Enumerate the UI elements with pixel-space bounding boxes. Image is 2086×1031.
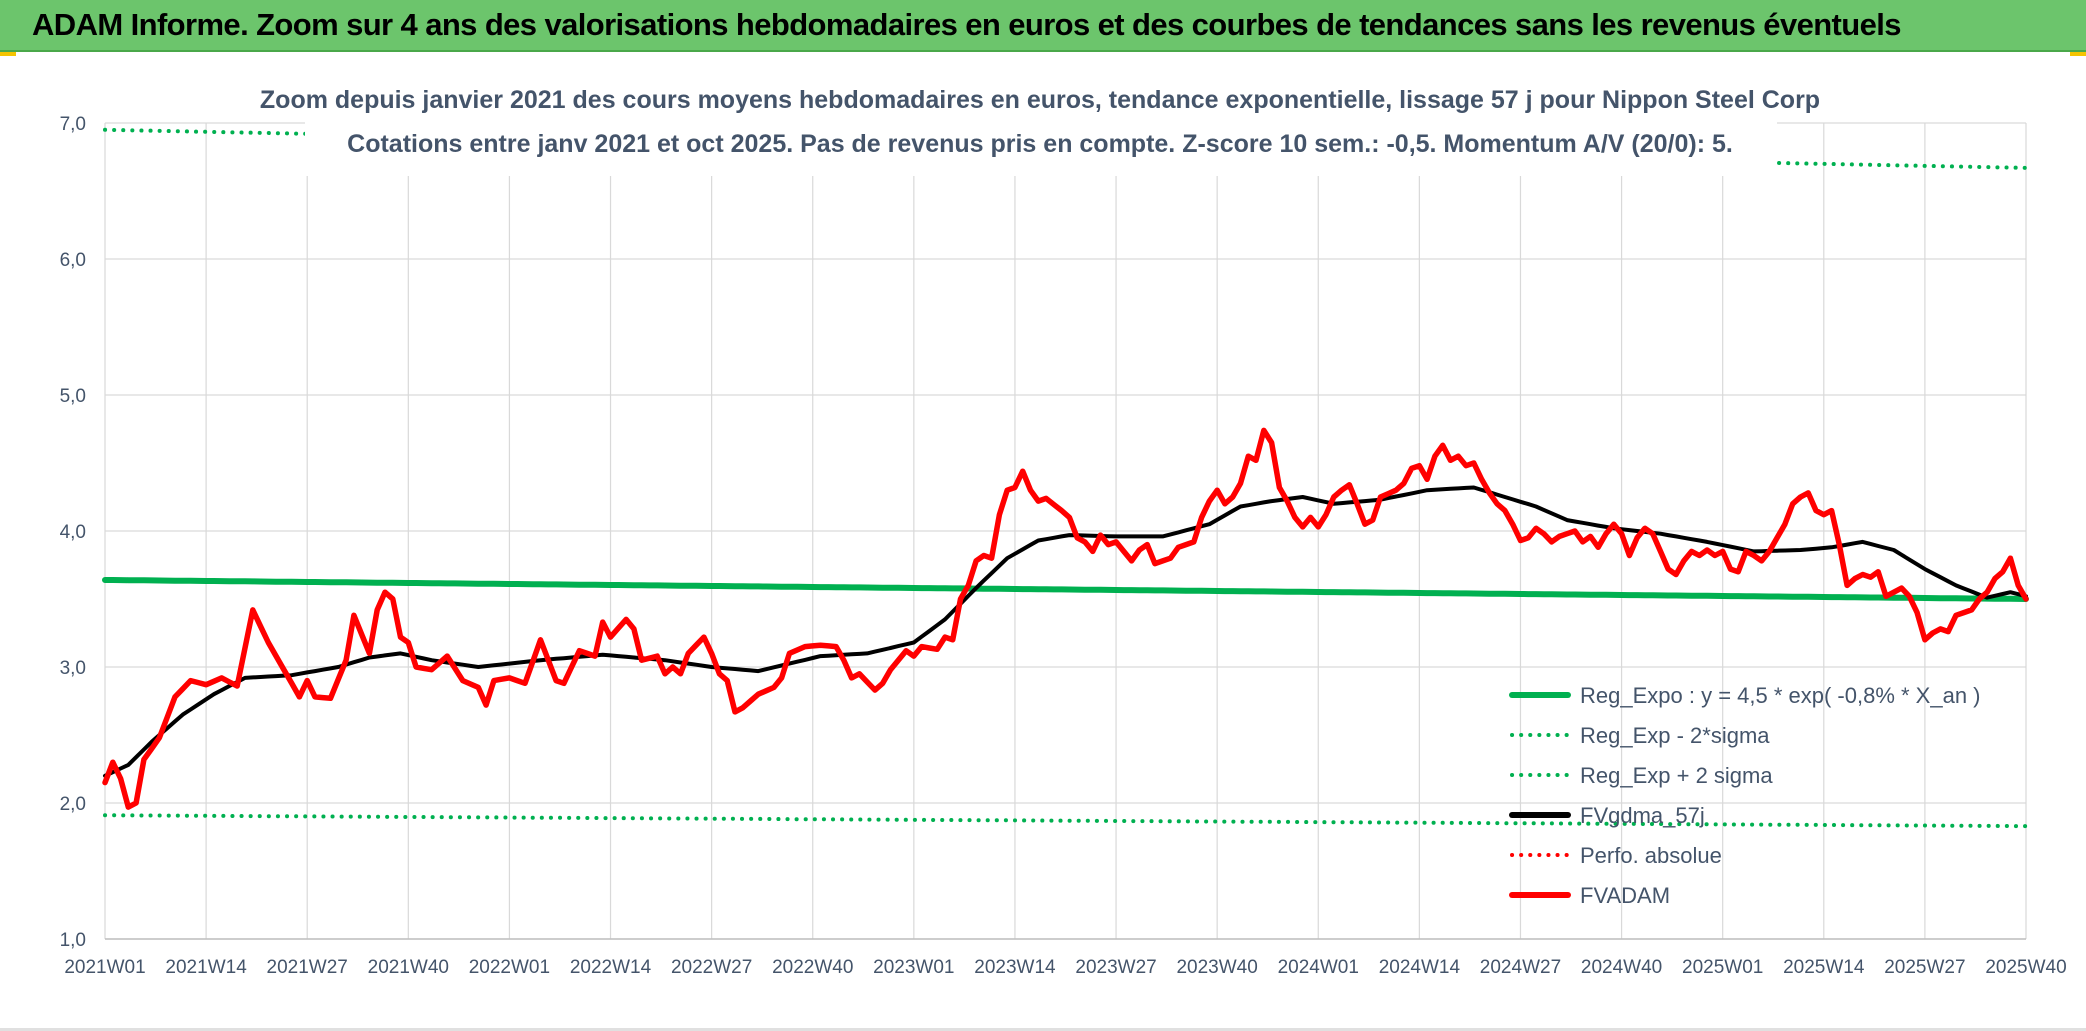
x-tick-label: 2022W14 <box>570 957 652 978</box>
x-axis-ticks: 2021W01 2021W14 2021W27 2021W40 2022W01 2022W… <box>64 957 2066 978</box>
chart-subtitle-line-2: Cotations entre janv 2021 et oct 2025. P… <box>347 130 1733 158</box>
y-tick-label: 1,0 <box>60 930 86 951</box>
subtitle-background <box>305 74 1777 176</box>
x-tick-label: 2024W14 <box>1379 957 1461 978</box>
x-tick-label: 2025W27 <box>1884 957 1965 978</box>
legend-label: Reg_Expo : y = 4,5 * exp( -0,8% * X_an ) <box>1580 683 1981 708</box>
bottom-border <box>0 1028 2086 1031</box>
reg-expo-line <box>102 577 2029 602</box>
legend-label: FVgdma_57j <box>1580 803 1705 828</box>
grid <box>104 122 2027 940</box>
x-tick-label: 2024W01 <box>1278 957 1359 978</box>
line-chart: 1,02,03,04,05,06,07,0 2021W01 2021W14 2021… <box>60 74 2067 978</box>
y-tick-label: 4,0 <box>60 522 86 543</box>
fvgdma-57j-line <box>103 485 2028 778</box>
chart-subtitle-line-1: Zoom depuis janvier 2021 des cours moyen… <box>260 86 1820 114</box>
legend-label: Reg_Exp + 2 sigma <box>1580 763 1773 788</box>
x-tick-label: 2021W40 <box>368 957 449 978</box>
y-tick-label: 3,0 <box>60 658 86 679</box>
series-lines <box>102 127 2029 829</box>
x-tick-label: 2025W01 <box>1682 957 1763 978</box>
title-bar: ADAM Informe. Zoom sur 4 ans des valoris… <box>0 0 2086 52</box>
x-tick-label: 2021W14 <box>165 957 247 978</box>
fvadam-line <box>102 427 2029 810</box>
y-tick-label: 5,0 <box>60 386 86 407</box>
y-tick-label: 2,0 <box>60 794 86 815</box>
reg-exp-minus-2sigma-line <box>103 813 2028 829</box>
x-tick-label: 2023W27 <box>1075 957 1156 978</box>
y-tick-label: 6,0 <box>60 250 86 271</box>
x-tick-label: 2025W14 <box>1783 957 1865 978</box>
x-tick-label: 2024W27 <box>1480 957 1561 978</box>
x-tick-label: 2023W14 <box>974 957 1056 978</box>
x-tick-label: 2021W01 <box>64 957 145 978</box>
x-tick-label: 2024W40 <box>1581 957 1662 978</box>
x-tick-label: 2023W40 <box>1176 957 1257 978</box>
report-title: ADAM Informe. Zoom sur 4 ans des valoris… <box>32 7 1902 42</box>
corner-accent-right <box>2070 52 2086 56</box>
y-tick-label: 7,0 <box>60 114 86 135</box>
x-tick-label: 2023W01 <box>873 957 954 978</box>
legend: Reg_Expo : y = 4,5 * exp( -0,8% * X_an )… <box>1509 683 1981 908</box>
y-axis-ticks: 1,0 2,0 3,0 4,0 5,0 6,0 7,0 <box>60 114 86 951</box>
x-tick-label: 2022W27 <box>671 957 752 978</box>
x-tick-label: 2022W40 <box>772 957 853 978</box>
corner-accent-left <box>0 52 16 56</box>
legend-label: FVADAM <box>1580 883 1670 908</box>
legend-label: Reg_Exp - 2*sigma <box>1580 723 1770 748</box>
x-tick-label: 2022W01 <box>469 957 550 978</box>
legend-label: Perfo. absolue <box>1580 843 1722 868</box>
x-tick-label: 2021W27 <box>267 957 348 978</box>
x-tick-label: 2025W40 <box>1985 957 2066 978</box>
